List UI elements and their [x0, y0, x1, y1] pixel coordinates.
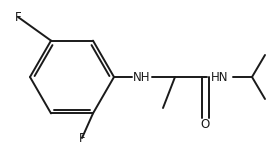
Text: NH: NH: [133, 71, 151, 83]
Text: HN: HN: [211, 71, 229, 83]
Text: F: F: [15, 10, 21, 24]
Text: O: O: [200, 118, 210, 132]
Text: F: F: [79, 132, 85, 144]
